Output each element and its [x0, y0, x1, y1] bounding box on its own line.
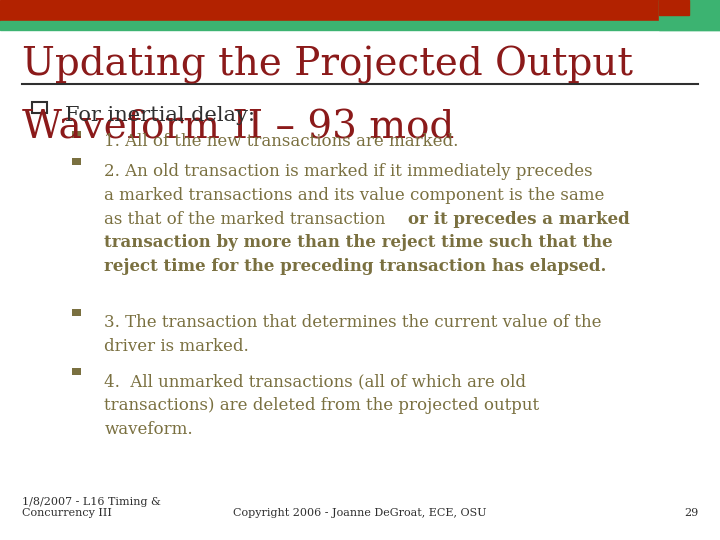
FancyBboxPatch shape: [72, 368, 81, 375]
Text: Copyright 2006 - Joanne DeGroat, ECE, OSU: Copyright 2006 - Joanne DeGroat, ECE, OS…: [233, 508, 487, 518]
Text: transactions) are deleted from the projected output: transactions) are deleted from the proje…: [104, 397, 539, 414]
Text: 1/8/2007 - L16 Timing &
Concurrency III: 1/8/2007 - L16 Timing & Concurrency III: [22, 497, 161, 518]
Text: transaction by more than the reject time such that the: transaction by more than the reject time…: [104, 234, 613, 251]
Text: 4.  All unmarked transactions (all of which are old: 4. All unmarked transactions (all of whi…: [104, 374, 526, 390]
Text: 29: 29: [684, 508, 698, 518]
Text: waveform.: waveform.: [104, 421, 193, 438]
FancyBboxPatch shape: [72, 158, 81, 165]
Text: 3. The transaction that determines the current value of the: 3. The transaction that determines the c…: [104, 314, 602, 331]
FancyBboxPatch shape: [32, 102, 47, 113]
Text: Waveform II – 93 mod: Waveform II – 93 mod: [22, 110, 454, 147]
Text: Updating the Projected Output: Updating the Projected Output: [22, 46, 633, 84]
Text: driver is marked.: driver is marked.: [104, 338, 249, 355]
Text: a marked transactions and its value component is the same: a marked transactions and its value comp…: [104, 187, 605, 204]
Text: 2. An old transaction is marked if it immediately precedes: 2. An old transaction is marked if it im…: [104, 163, 593, 180]
Text: as that of the marked transaction: as that of the marked transaction: [104, 211, 391, 227]
Text: For inertial delay:: For inertial delay:: [65, 106, 255, 125]
Text: reject time for the preceding transaction has elapsed.: reject time for the preceding transactio…: [104, 258, 607, 275]
Text: 1. All of the new transactions are marked.: 1. All of the new transactions are marke…: [104, 133, 459, 150]
Bar: [659, 0, 720, 30]
Text: or it precedes a marked: or it precedes a marked: [408, 211, 630, 227]
FancyBboxPatch shape: [72, 309, 81, 316]
Bar: [659, 0, 689, 15]
Bar: [0, 21, 720, 30]
Bar: [0, 0, 720, 21]
FancyBboxPatch shape: [72, 131, 81, 138]
